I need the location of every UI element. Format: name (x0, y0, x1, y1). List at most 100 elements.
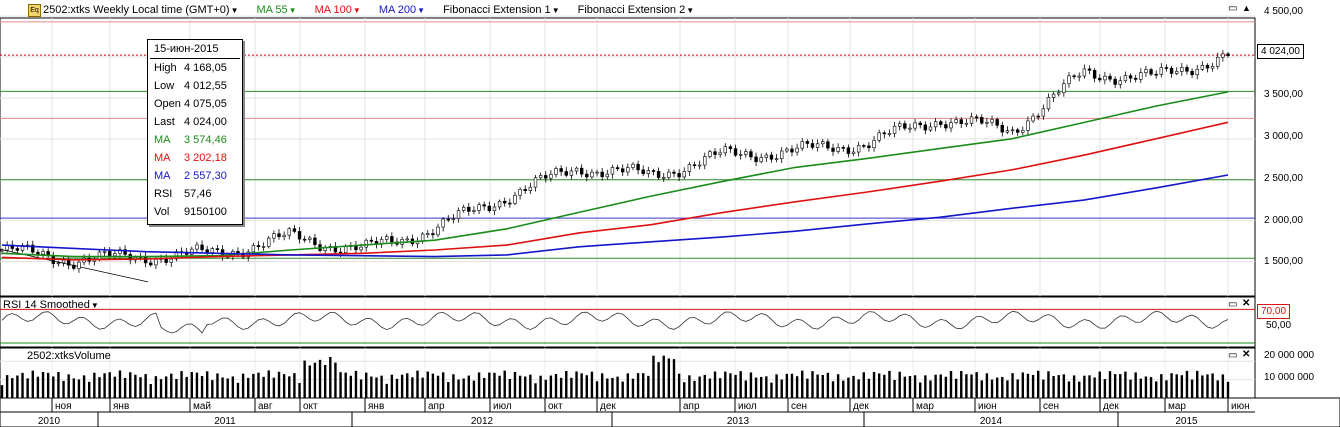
chevron-down-icon: ▼ (231, 6, 239, 15)
candle-body (1006, 131, 1009, 132)
rsi-panel (0, 297, 1255, 347)
info-row-high: High 4 168,05 (154, 60, 240, 76)
volume-bar (781, 380, 783, 398)
candle-body (647, 171, 650, 174)
volume-bar (627, 373, 629, 398)
info-value: 4 012,55 (184, 78, 227, 94)
volume-bar (575, 371, 577, 398)
candle-body (1221, 54, 1224, 57)
candle-body (1160, 68, 1163, 75)
maximize-icon[interactable]: ▭ (1228, 299, 1237, 310)
candle-body (252, 245, 255, 251)
month-label: дек (1103, 401, 1119, 412)
volume-bar (878, 373, 880, 398)
volume-bar (196, 373, 198, 398)
close-icon[interactable]: ✕ (1242, 349, 1250, 360)
volume-bar (32, 371, 34, 398)
volume-bar (1078, 382, 1080, 398)
volume-bar (914, 375, 916, 398)
close-icon[interactable]: ✕ (1242, 298, 1250, 309)
volume-bar (981, 380, 983, 398)
volume-bar (114, 377, 116, 398)
volume-bar (344, 373, 346, 398)
candle-body (1047, 98, 1050, 109)
candle-body (960, 120, 963, 124)
maximize-icon[interactable]: ▭ (1228, 350, 1237, 361)
month-label: окт (303, 401, 318, 412)
volume-bar (611, 378, 613, 398)
candle-body (1227, 54, 1230, 56)
volume-bar (1063, 374, 1065, 398)
scale-up-icon[interactable]: ▲ (1242, 3, 1251, 14)
month-label: дек (600, 401, 616, 412)
volume-bar (750, 372, 752, 398)
candle-body (493, 207, 496, 211)
info-key: MA (154, 150, 184, 166)
volume-bar (847, 378, 849, 398)
volume-bar (591, 372, 593, 398)
candle-body (1027, 121, 1030, 131)
volume-bar (1155, 381, 1157, 398)
candle-body (575, 168, 578, 171)
candle-body (1211, 66, 1214, 68)
ma55-menu[interactable]: MA 55▼ (256, 4, 305, 16)
candle-body (873, 140, 876, 147)
candle-body (544, 175, 547, 178)
rsi-title[interactable]: RSI 14 Smoothed▼ (3, 299, 99, 311)
symbol-menu[interactable]: 2502:xtks Weekly Local time (GMT+0)▼ (43, 4, 247, 16)
info-row-rsi: RSI 57,46 (154, 186, 240, 202)
info-value: 2 557,30 (184, 168, 227, 184)
fib2-menu[interactable]: Fibonacci Extension 2▼ (578, 4, 704, 16)
ma200-menu[interactable]: MA 200▼ (379, 4, 434, 16)
candle-body (447, 219, 450, 220)
month-label: апр (683, 401, 700, 412)
volume-bar (314, 363, 316, 398)
month-label: дек (853, 401, 869, 412)
volume-bar (1196, 371, 1198, 398)
equity-icon[interactable]: Eq (28, 4, 41, 17)
volume-bar (67, 374, 69, 398)
candle-body (488, 206, 491, 211)
volume-bar (493, 373, 495, 398)
info-row-ma100: MA 3 202,18 (154, 150, 240, 166)
candle-body (72, 265, 75, 268)
candle-body (1032, 116, 1035, 121)
candle-body (909, 128, 912, 129)
volume-bar (73, 378, 75, 398)
candle-body (929, 127, 932, 130)
candle-body (1, 250, 4, 251)
volume-bar (534, 383, 536, 398)
candle-body (473, 210, 476, 211)
rsi-tick: 50,00 (1266, 320, 1291, 331)
volume-bar (811, 371, 813, 398)
candle-body (729, 147, 732, 149)
volume-bar (262, 377, 264, 398)
volume-bar (93, 373, 95, 398)
candle-body (344, 246, 347, 252)
candle-body (565, 172, 568, 176)
candle-body (944, 125, 947, 128)
price-tick: 1 500,00 (1264, 256, 1303, 267)
volume-bar (1119, 374, 1121, 398)
volume-bar (1093, 377, 1095, 398)
candle-body (955, 120, 958, 123)
candle-body (539, 175, 542, 177)
fib1-menu[interactable]: Fibonacci Extension 1▼ (443, 4, 569, 16)
candle-body (288, 229, 291, 235)
volume-bar (6, 375, 8, 398)
info-row-vol: Vol 9150100 (154, 204, 240, 220)
candle-body (765, 155, 768, 158)
candle-body (852, 152, 855, 154)
candle-body (821, 142, 824, 144)
candle-body (1073, 76, 1076, 77)
volume-bar (642, 373, 644, 398)
volume-bar (991, 380, 993, 398)
ma100-menu[interactable]: MA 100▼ (315, 4, 370, 16)
maximize-icon[interactable]: ▭ (1228, 3, 1237, 14)
volume-bar (1083, 376, 1085, 398)
volume-bar (98, 377, 100, 398)
candle-body (1145, 70, 1148, 73)
volume-bar (960, 371, 962, 398)
volume-bar (391, 375, 393, 398)
candle-body (847, 148, 850, 154)
